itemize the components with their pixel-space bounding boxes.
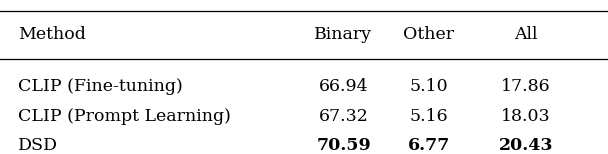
Text: All: All <box>514 26 537 43</box>
Text: Binary: Binary <box>314 26 373 43</box>
Text: 20.43: 20.43 <box>499 137 553 154</box>
Text: 17.86: 17.86 <box>501 78 551 95</box>
Text: 67.32: 67.32 <box>319 108 368 125</box>
Text: DSD: DSD <box>18 137 58 154</box>
Text: 6.77: 6.77 <box>407 137 450 154</box>
Text: 70.59: 70.59 <box>316 137 371 154</box>
Text: CLIP (Fine-tuning): CLIP (Fine-tuning) <box>18 78 183 95</box>
Text: Method: Method <box>18 26 86 43</box>
Text: 66.94: 66.94 <box>319 78 368 95</box>
Text: 5.10: 5.10 <box>409 78 448 95</box>
Text: Other: Other <box>403 26 454 43</box>
Text: 5.16: 5.16 <box>409 108 448 125</box>
Text: 18.03: 18.03 <box>501 108 551 125</box>
Text: CLIP (Prompt Learning): CLIP (Prompt Learning) <box>18 108 231 125</box>
